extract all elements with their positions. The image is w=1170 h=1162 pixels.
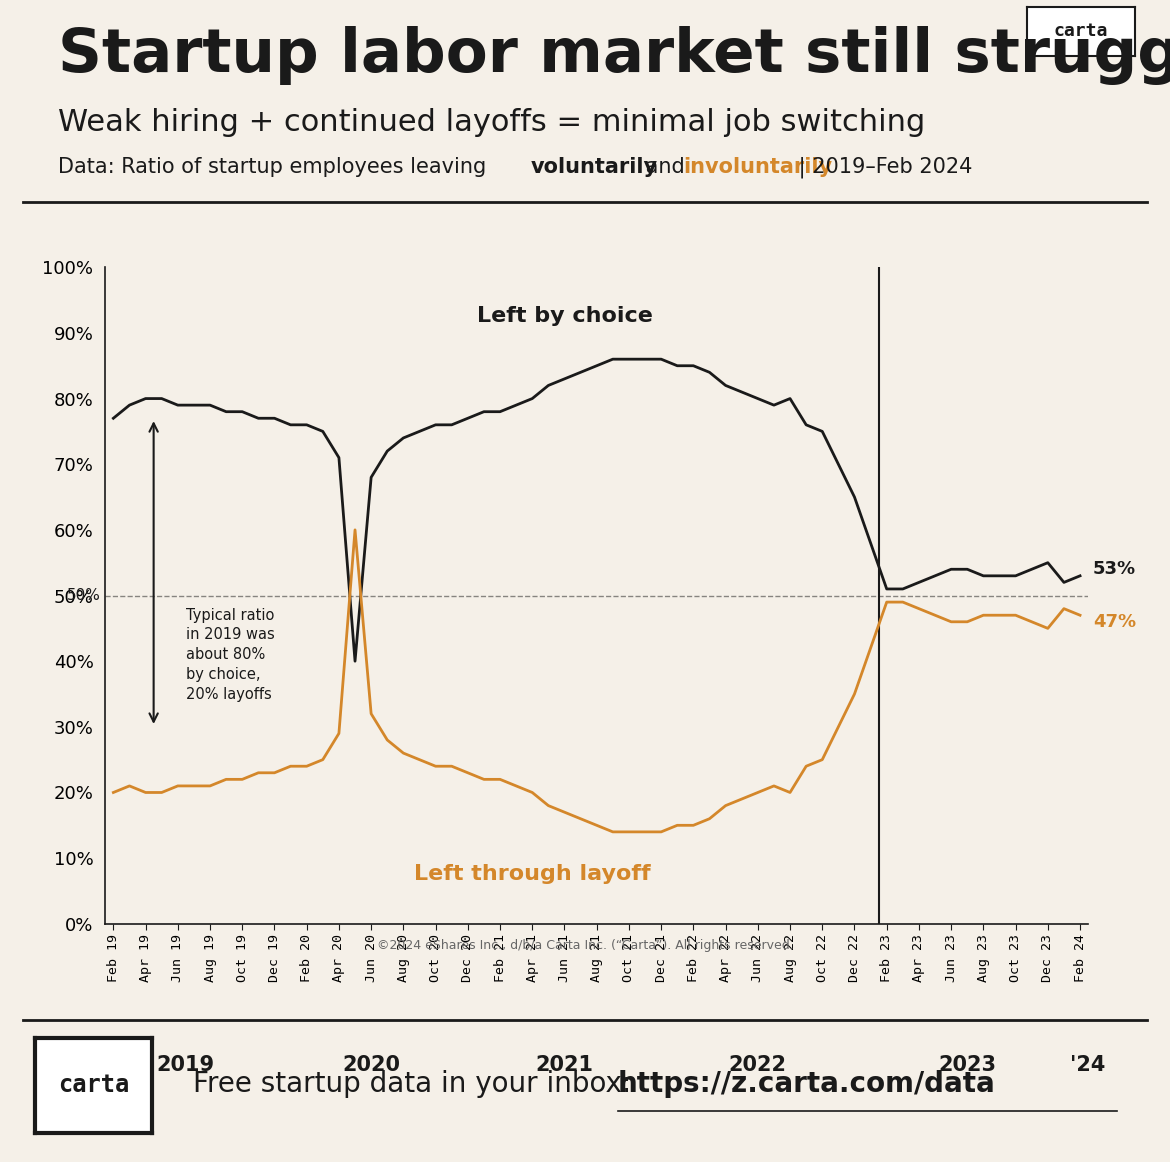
Text: Left through layoff: Left through layoff [414, 865, 651, 884]
Text: carta: carta [58, 1074, 129, 1097]
Text: 2023: 2023 [938, 1055, 997, 1075]
Text: Typical ratio
in 2019 was
about 80%
by choice,
20% layoffs: Typical ratio in 2019 was about 80% by c… [186, 608, 275, 702]
Text: | 2019–Feb 2024: | 2019–Feb 2024 [792, 157, 972, 179]
Text: involuntarily: involuntarily [683, 157, 832, 177]
Text: 53%: 53% [1093, 560, 1136, 579]
Text: 2020: 2020 [342, 1055, 400, 1075]
Text: Data: Ratio of startup employees leaving: Data: Ratio of startup employees leaving [58, 157, 494, 177]
Text: Startup labor market still struggling: Startup labor market still struggling [58, 26, 1170, 85]
Text: Left by choice: Left by choice [476, 307, 653, 327]
Text: 2022: 2022 [729, 1055, 786, 1075]
Text: 50%: 50% [67, 588, 101, 603]
Text: carta: carta [1054, 22, 1108, 41]
Text: Free startup data in your inbox:: Free startup data in your inbox: [193, 1070, 632, 1098]
Text: https://z.carta.com/data: https://z.carta.com/data [618, 1070, 996, 1098]
Text: 47%: 47% [1093, 612, 1136, 631]
Text: Weak hiring + continued layoffs = minimal job switching: Weak hiring + continued layoffs = minima… [58, 108, 925, 137]
Text: 2019: 2019 [157, 1055, 215, 1075]
Text: voluntarily: voluntarily [531, 157, 659, 177]
Text: '24: '24 [1071, 1055, 1106, 1075]
Text: ©2024 eShares Inc., d/b/a Carta Inc. (“Carta”). All rights reserved.: ©2024 eShares Inc., d/b/a Carta Inc. (“C… [377, 939, 793, 953]
Text: and: and [639, 157, 691, 177]
Text: 2021: 2021 [536, 1055, 593, 1075]
